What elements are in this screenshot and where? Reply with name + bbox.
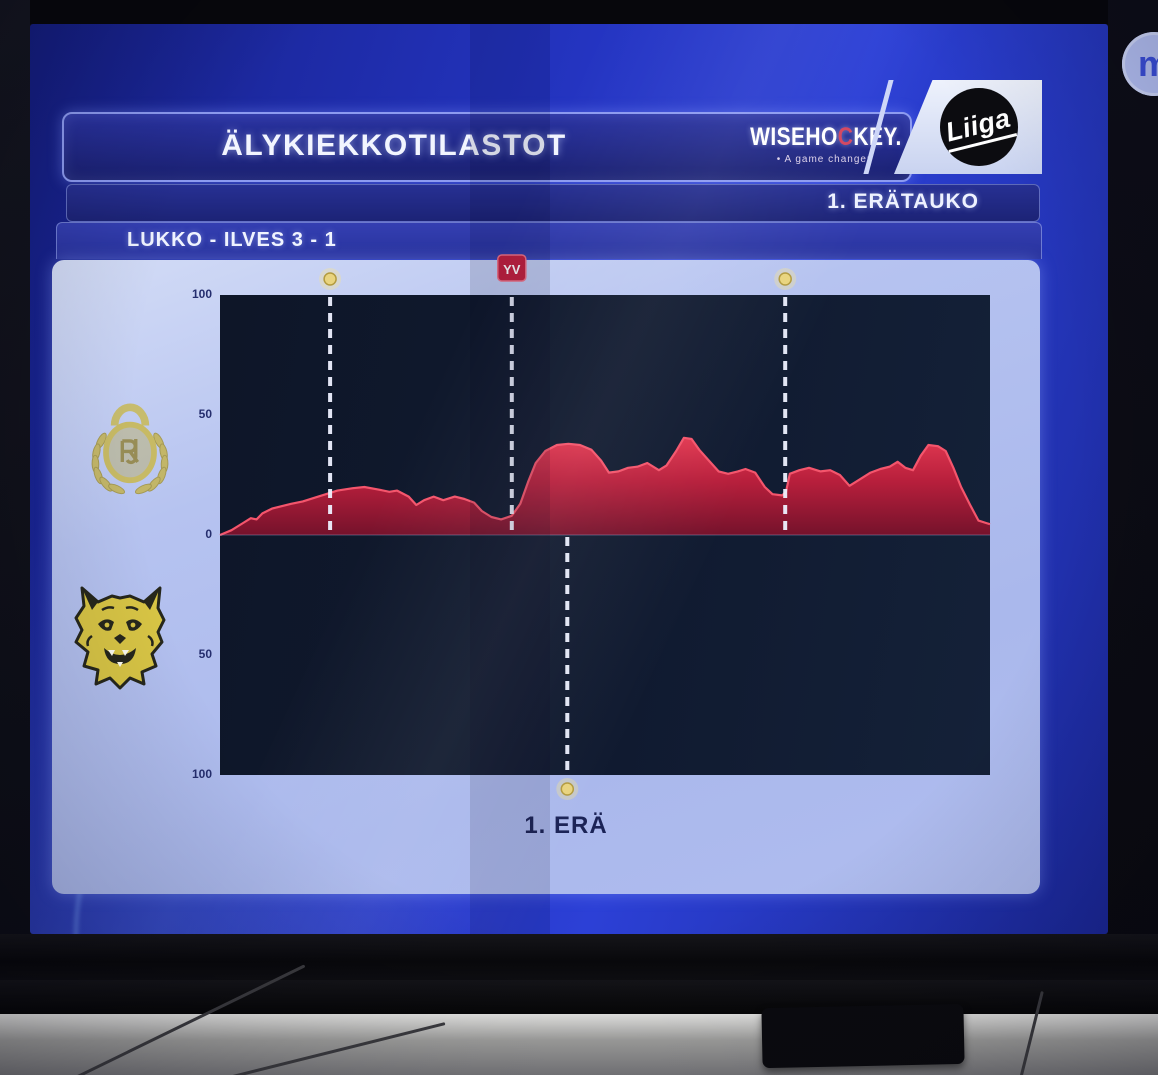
lukko-team-logo xyxy=(91,403,169,495)
room-background-right xyxy=(1108,0,1158,1010)
ytick-0: 0 xyxy=(170,527,212,541)
soundbar xyxy=(0,980,1158,1014)
wisehockey-wordmark-pre: WISEHO xyxy=(750,123,838,151)
status-bar: 1. ERÄTAUKO xyxy=(66,184,1040,222)
room-background-left xyxy=(0,0,30,1010)
title-bar: ÄLYKIEKKOTILASTOT WISEHOCKEY. • A game c… xyxy=(62,112,912,182)
page-title: ÄLYKIEKKOTILASTOT xyxy=(64,129,724,163)
liiga-logo: Liiga xyxy=(940,88,1018,166)
photo-shadow-band xyxy=(470,24,550,934)
screen-glare xyxy=(30,24,1108,934)
ytick-100-bot: 100 xyxy=(170,767,212,781)
tv-bezel-bottom: LG xyxy=(0,934,1158,980)
ilves-team-logo xyxy=(74,586,166,690)
period-status: 1. ERÄTAUKO xyxy=(827,190,979,214)
set-top-box xyxy=(761,1003,965,1069)
m-overlay-label: m xyxy=(1137,43,1158,84)
ytick-100-top: 100 xyxy=(170,287,212,301)
score-bar: LUKKO - ILVES 3 - 1 xyxy=(56,222,1042,259)
ytick-50-bot: 50 xyxy=(170,647,212,661)
chart-panel: 100 50 0 50 100 xyxy=(52,254,1040,894)
wisehockey-tagline: • A game changer xyxy=(736,154,912,165)
ytick-50-top: 50 xyxy=(170,407,212,421)
momentum-chart: YV xyxy=(219,254,991,800)
tv-screen: ÄLYKIEKKOTILASTOT WISEHOCKEY. • A game c… xyxy=(30,24,1108,934)
tv-stand-shelf xyxy=(0,1014,1158,1075)
wisehockey-wordmark-c: C xyxy=(838,123,854,151)
match-score: LUKKO - ILVES 3 - 1 xyxy=(127,229,337,252)
room-background-top xyxy=(0,0,1158,24)
momentum-plot: YV xyxy=(219,254,991,800)
period-axis-label: 1. ERÄ xyxy=(466,812,666,840)
svg-text:YV: YV xyxy=(503,262,521,277)
